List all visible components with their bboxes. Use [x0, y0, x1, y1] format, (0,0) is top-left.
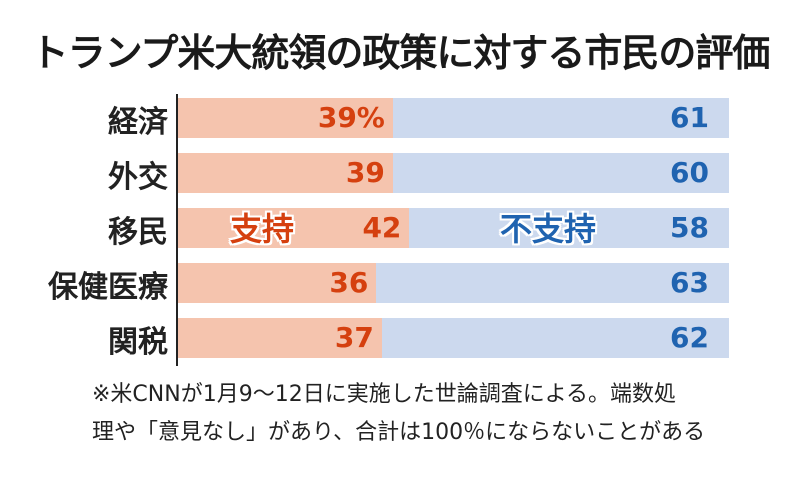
- category-label: 経済: [108, 105, 168, 140]
- bar-support: [178, 153, 393, 193]
- bar-oppose: [392, 98, 729, 138]
- bar-oppose: [392, 153, 729, 193]
- value-label-support: 37: [334, 321, 374, 354]
- value-label-oppose: 60: [670, 156, 709, 189]
- value-label-oppose: 58: [670, 211, 709, 244]
- legend-oppose: 不支持: [500, 210, 597, 248]
- footnote-line-1: ※米CNNが1月9〜12日に実施した世論調査による。端数処: [92, 382, 677, 407]
- footnote-line-2: 理や「意見なし」があり、合計は100％にならないことがある: [92, 420, 706, 445]
- y-axis-line: [176, 94, 178, 366]
- category-label: 外交: [108, 160, 168, 195]
- bar-support: [178, 98, 393, 138]
- bar-support: [178, 208, 410, 248]
- value-label-oppose: 63: [670, 266, 709, 299]
- bar-support: [178, 318, 382, 358]
- category-label: 移民: [108, 215, 168, 250]
- bar-support: [178, 263, 377, 303]
- bar-oppose: [381, 318, 729, 358]
- value-label-support: 39%: [317, 101, 385, 134]
- legend-support: 支持: [230, 210, 295, 248]
- value-label-oppose: 62: [670, 321, 709, 354]
- value-label-oppose: 61: [670, 101, 709, 134]
- value-label-support: 36: [329, 266, 369, 299]
- value-label-support: 42: [362, 211, 402, 244]
- category-label: 保健医療: [48, 270, 168, 305]
- bar-oppose: [376, 263, 729, 303]
- chart-title: トランプ米大統領の政策に対する市民の評価: [30, 31, 771, 75]
- bar-oppose: [409, 208, 729, 248]
- category-label: 関税: [108, 325, 168, 360]
- value-label-support: 39: [345, 156, 385, 189]
